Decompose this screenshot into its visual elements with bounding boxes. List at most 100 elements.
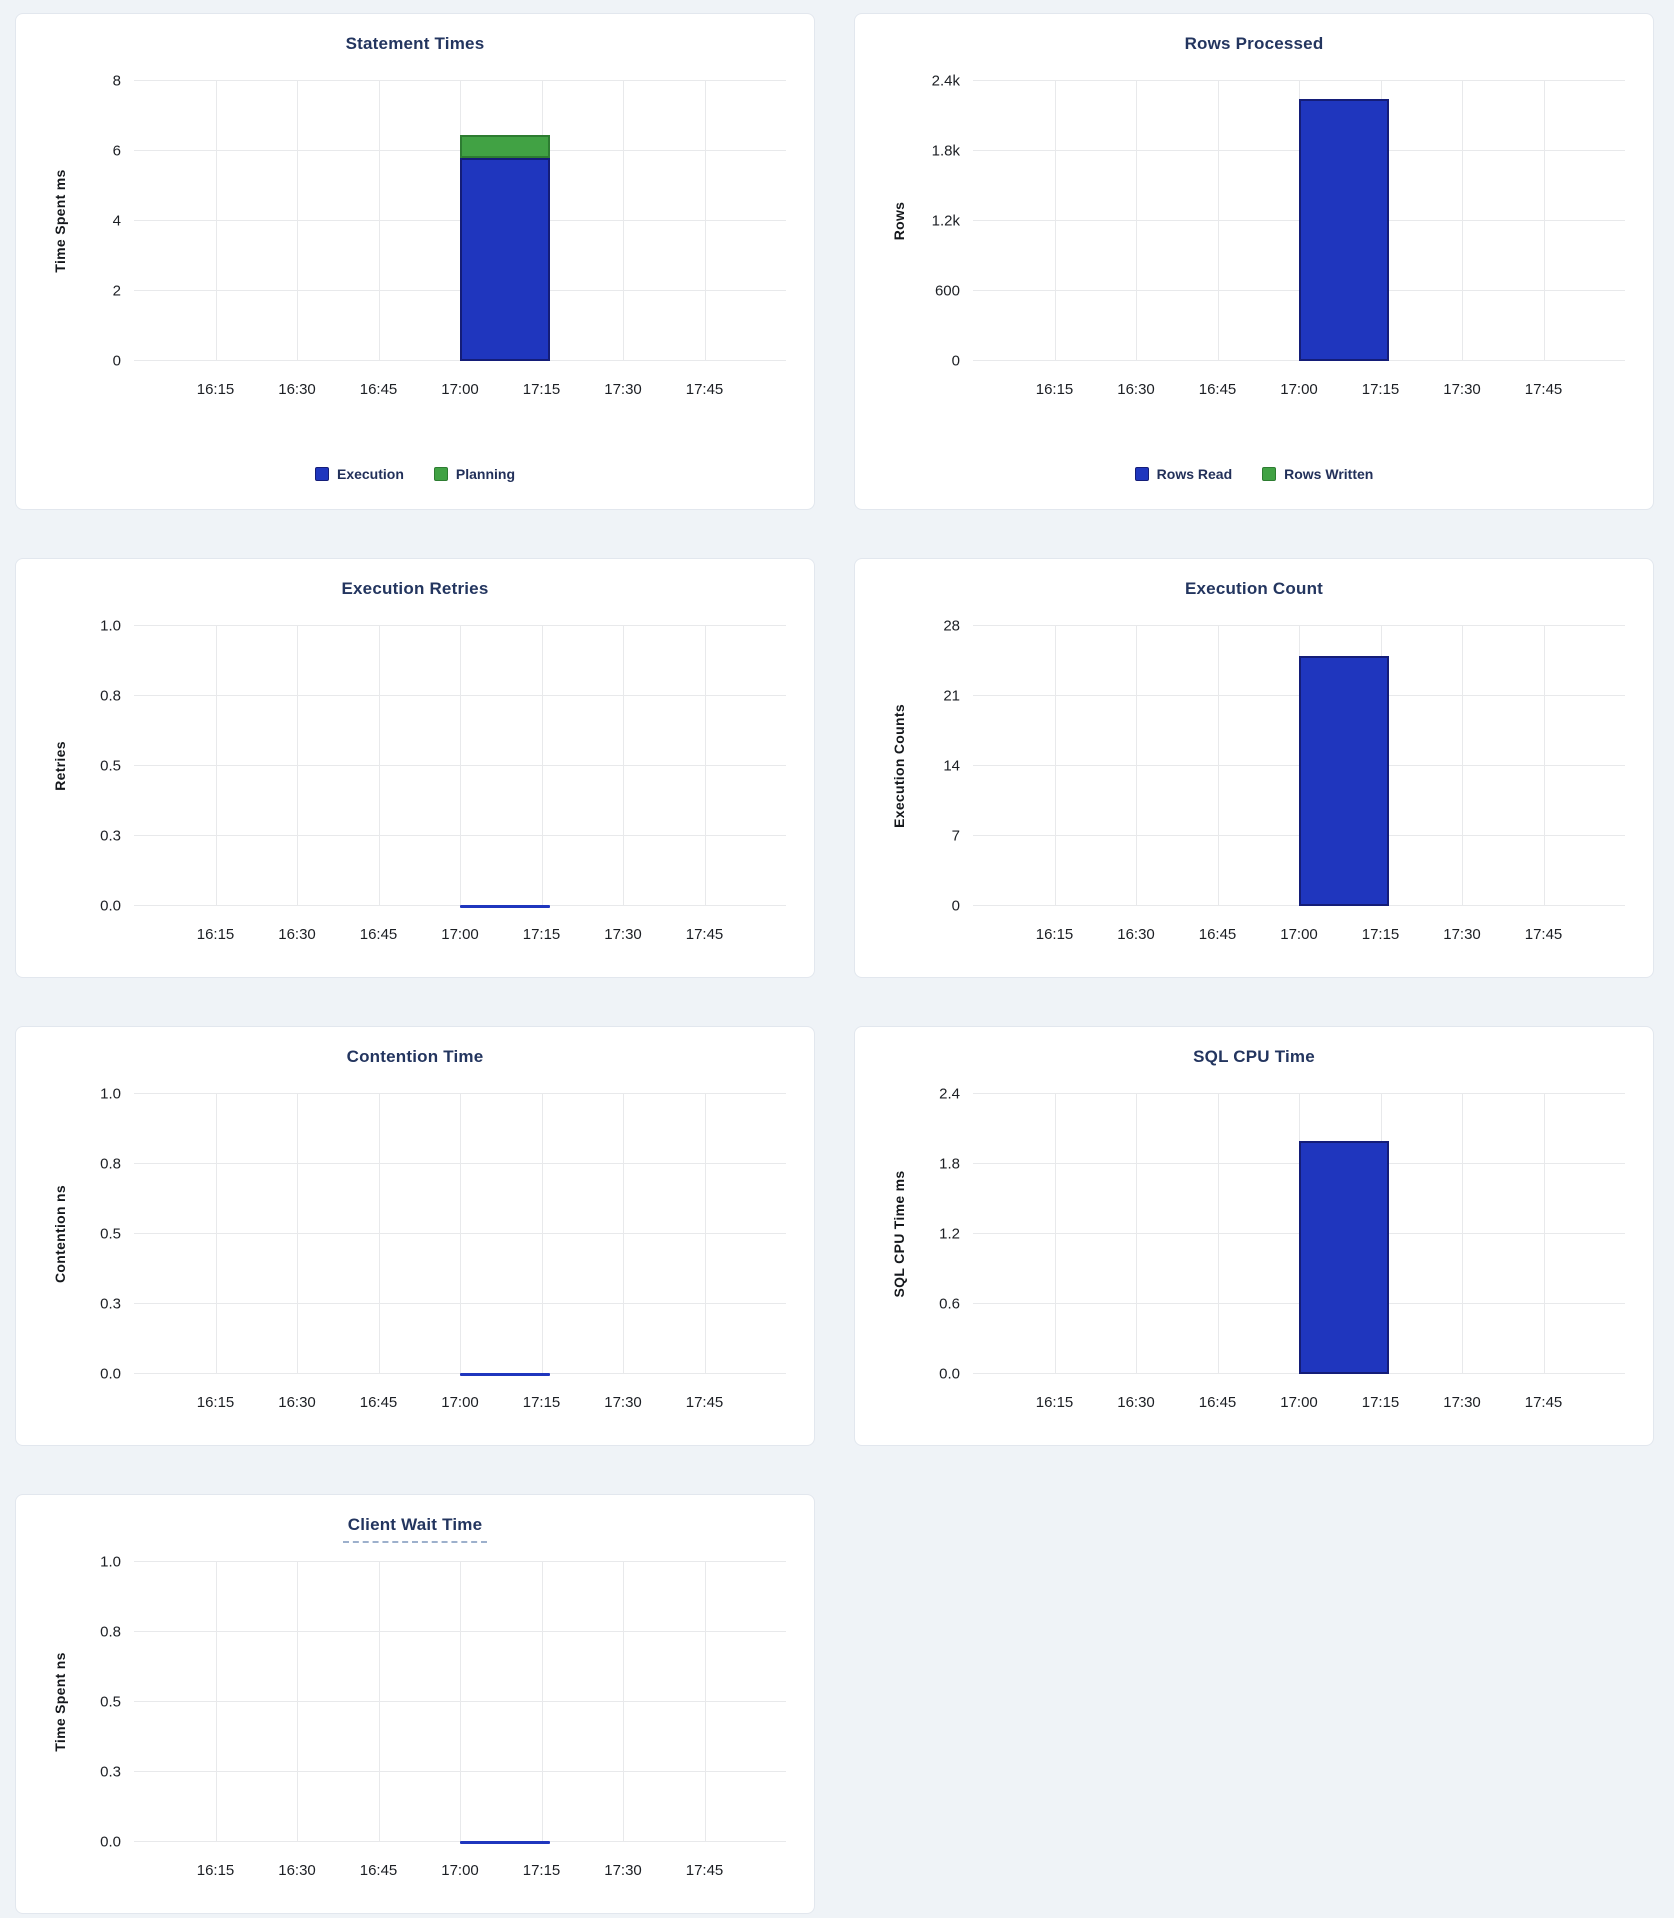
chart-title: SQL CPU Time — [855, 1047, 1653, 1067]
x-tick-label: 16:30 — [1117, 926, 1155, 943]
x-tick-label: 16:30 — [278, 1862, 316, 1879]
bar-segment-execution[interactable] — [460, 158, 550, 361]
chart-title-text: Rows Processed — [1184, 34, 1324, 53]
chart-panel-execution-count: Execution Count Execution Counts 0 7 14 21 28 1… — [854, 558, 1654, 978]
y-tick-label: 0 — [951, 352, 960, 370]
v-gridline — [378, 626, 380, 906]
x-tick-label: 16:30 — [1117, 381, 1155, 398]
bar-segment-planning[interactable] — [460, 135, 550, 158]
bar-segment-sql-cpu-time[interactable] — [1299, 1140, 1389, 1374]
y-axis-label: Execution Counts — [891, 704, 907, 828]
chart-panel-rows-processed: Rows Processed Rows 0 600 1.2k 1.8k 2.4k 16:15 1… — [854, 13, 1654, 510]
y-axis-label: SQL CPU Time ms — [891, 1170, 907, 1298]
chart-panel-sql-cpu-time: SQL CPU Time SQL CPU Time ms 0.0 0.6 1.2 1.8 2… — [854, 1026, 1654, 1446]
v-gridline — [623, 626, 624, 906]
y-tick-label: 0 — [951, 897, 960, 915]
v-gridline — [460, 1094, 461, 1374]
x-tick-label: 17:00 — [441, 1394, 479, 1411]
legend-swatch-green — [1262, 467, 1277, 481]
x-tick-label: 16:45 — [359, 1862, 398, 1879]
x-tick-label: 17:30 — [604, 381, 642, 398]
x-tick-label: 17:15 — [522, 926, 561, 943]
bar-segment-execution-count[interactable] — [1299, 656, 1389, 906]
v-gridline — [623, 81, 624, 361]
plot-area: 0.0 0.3 0.5 0.8 1.0 16:15 16:30 16:45 17:00 17:15… — [100, 1554, 786, 1879]
v-gridline — [1217, 81, 1219, 361]
y-tick-label: 600 — [934, 282, 960, 300]
v-gridline — [1543, 1094, 1545, 1374]
y-tick-label: 0.0 — [100, 1833, 121, 1851]
h-gridline — [134, 80, 786, 81]
chart-title: Execution Count — [855, 579, 1653, 599]
y-tick-label: 1.0 — [100, 617, 121, 635]
y-tick-label: 0.5 — [100, 757, 121, 775]
y-tick-label: 7 — [951, 827, 960, 845]
chart-title-text: Execution Count — [1184, 579, 1324, 598]
y-tick-label: 1.8k — [931, 142, 960, 160]
chart-title-text: Contention Time — [346, 1047, 484, 1066]
v-gridline — [704, 1562, 706, 1842]
series-line-retries[interactable] — [460, 905, 550, 908]
y-tick-label: 0.5 — [100, 1225, 121, 1243]
x-tick-label: 17:45 — [685, 926, 724, 943]
chart-panel-statement-times: Statement Times Time Spent ms 0 2 4 6 8 16:15 16… — [15, 13, 815, 510]
x-tick-label: 16:30 — [1117, 1394, 1155, 1411]
v-gridline — [623, 1562, 624, 1842]
y-tick-label: 28 — [943, 617, 960, 635]
y-tick-label: 1.0 — [100, 1553, 121, 1571]
v-gridline — [215, 1562, 217, 1842]
x-tick-label: 17:45 — [685, 1862, 724, 1879]
x-tick-label: 17:45 — [1524, 926, 1563, 943]
y-tick-label: 0.3 — [100, 1295, 121, 1313]
x-tick-label: 17:30 — [604, 926, 642, 943]
legend-label: Rows Written — [1284, 466, 1374, 482]
v-gridline — [541, 1094, 543, 1374]
bar-group — [1299, 1094, 1389, 1374]
y-tick-label: 0.3 — [100, 1763, 121, 1781]
x-tick-label: 17:00 — [441, 381, 479, 398]
x-tick-label: 17:00 — [441, 1862, 479, 1879]
y-tick-label: 0.8 — [100, 1155, 121, 1173]
chart-panel-contention-time: Contention Time Contention ns 0.0 0.3 0.5 0.8… — [15, 1026, 815, 1446]
series-line-client-wait-time[interactable] — [460, 1841, 550, 1844]
chart-title-text: Client Wait Time — [342, 1515, 488, 1543]
v-gridline — [460, 1562, 461, 1842]
x-tick-label: 17:45 — [1524, 1394, 1563, 1411]
y-axis-label: Rows — [891, 201, 907, 241]
x-tick-label: 16:30 — [278, 381, 316, 398]
chart-title: Contention Time — [16, 1047, 814, 1067]
series-line-contention-time[interactable] — [460, 1373, 550, 1376]
y-tick-label: 6 — [112, 142, 121, 160]
chart-panel-client-wait-time: Client Wait Time Time Spent ns 0.0 0.3 0.5 0.… — [15, 1494, 815, 1914]
v-gridline — [378, 1562, 380, 1842]
y-tick-label: 0 — [112, 352, 121, 370]
x-tick-label: 17:00 — [441, 926, 479, 943]
plot-area: 0.0 0.3 0.5 0.8 1.0 16:15 16:30 16:45 17:00 17:15… — [100, 1086, 786, 1411]
v-gridline — [460, 626, 461, 906]
x-tick-label: 17:30 — [604, 1394, 642, 1411]
x-tick-label: 16:15 — [196, 381, 235, 398]
h-gridline — [973, 1093, 1625, 1094]
legend-item-rows-written: Rows Written — [1262, 466, 1373, 482]
x-tick-label: 16:45 — [1198, 381, 1237, 398]
chart-title: Rows Processed — [855, 34, 1653, 54]
x-tick-label: 17:00 — [1280, 926, 1318, 943]
y-tick-label: 14 — [943, 757, 960, 775]
x-tick-label: 16:15 — [196, 926, 235, 943]
bar-segment-rows-read[interactable] — [1299, 98, 1389, 361]
x-tick-label: 17:15 — [1361, 1394, 1400, 1411]
x-tick-label: 16:45 — [1198, 926, 1237, 943]
x-tick-label: 17:15 — [1361, 381, 1400, 398]
h-gridline — [973, 80, 1625, 81]
chart-title[interactable]: Client Wait Time — [16, 1515, 814, 1543]
x-tick-label: 16:15 — [1035, 1394, 1074, 1411]
chart-panel-execution-retries: Execution Retries Retries 0.0 0.3 0.5 0.8 1.0 1… — [15, 558, 815, 978]
plot-area: 0 600 1.2k 1.8k 2.4k 16:15 16:30 16:45 17:00 17:1… — [932, 73, 1625, 398]
v-gridline — [541, 626, 543, 906]
legend: Rows Read Rows Written — [855, 466, 1653, 482]
plot-area: 0.0 0.3 0.5 0.8 1.0 16:15 16:30 16:45 17:00 17:15… — [100, 618, 786, 943]
v-gridline — [1462, 81, 1463, 361]
y-tick-label: 2.4 — [939, 1085, 960, 1103]
x-tick-label: 16:30 — [278, 926, 316, 943]
x-tick-label: 17:45 — [685, 1394, 724, 1411]
